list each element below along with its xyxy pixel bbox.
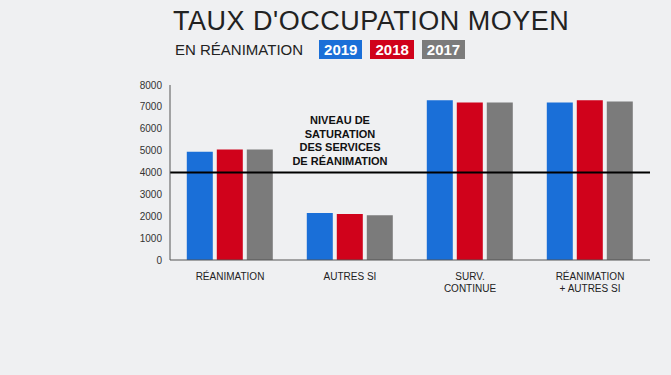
svg-text:NIVEAU DESATURATIONDES SERVICE: NIVEAU DESATURATIONDES SERVICESDE RÉANIM… <box>292 114 387 167</box>
svg-text:RÉANIMATION: RÉANIMATION <box>196 270 265 282</box>
svg-text:1000: 1000 <box>140 233 163 244</box>
html-text:EN RÉANIMATION: EN RÉANIMATION <box>175 41 304 58</box>
svg-text:RÉANIMATION+ AUTRES SI: RÉANIMATION+ AUTRES SI <box>556 270 625 294</box>
html-text:TAUX D'OCCUPATION MOYEN: TAUX D'OCCUPATION MOYEN <box>173 6 570 36</box>
svg-text:4000: 4000 <box>140 167 163 178</box>
svg-text:0: 0 <box>156 255 162 266</box>
html-text:2018: 2018 <box>375 41 409 58</box>
svg-text:AUTRES SI: AUTRES SI <box>324 271 377 282</box>
svg-text:5000: 5000 <box>140 145 163 156</box>
svg-text:2000: 2000 <box>140 211 163 222</box>
svg-text:SURV.CONTINUE: SURV.CONTINUE <box>444 271 497 294</box>
svg-text:3000: 3000 <box>140 189 163 200</box>
html-text:2019: 2019 <box>324 41 358 58</box>
svg-text:7000: 7000 <box>140 101 163 112</box>
svg-text:6000: 6000 <box>140 123 163 134</box>
svg-text:8000: 8000 <box>140 80 163 91</box>
html-text:2017: 2017 <box>426 41 461 58</box>
